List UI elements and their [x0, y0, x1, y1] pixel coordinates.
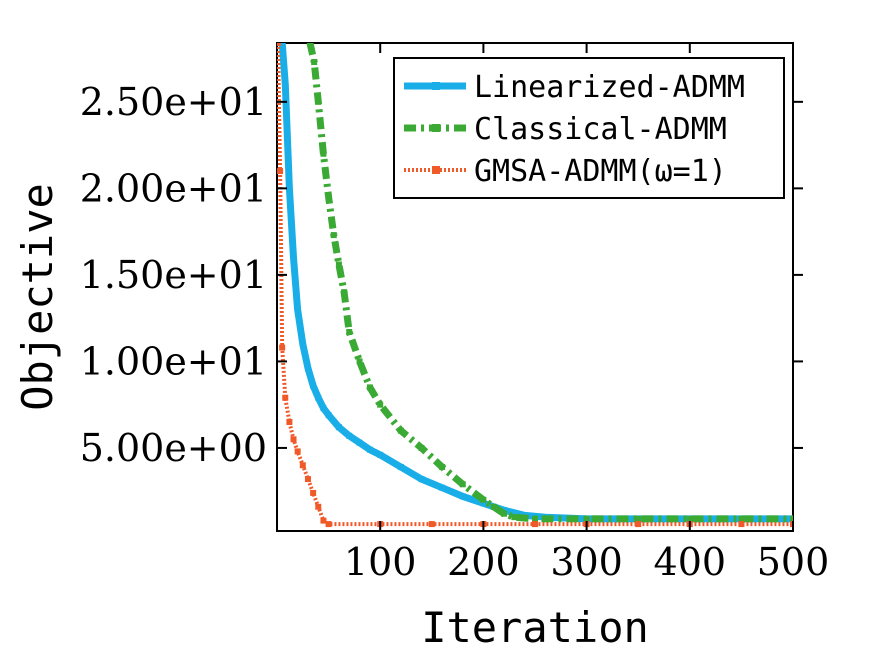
series-3-point — [282, 394, 289, 401]
series-1-point — [377, 451, 384, 458]
ticks-layer — [277, 43, 803, 531]
series-2-point — [330, 232, 337, 239]
series-1-point — [397, 463, 404, 470]
series-1-point — [356, 439, 363, 446]
legend: Linearized-ADMM Classical-ADMM GMSA-ADMM(ω… — [393, 57, 785, 199]
y-tick-label: 1.50e+01 — [80, 253, 267, 297]
series-2-point — [356, 358, 363, 365]
series-2-point — [335, 261, 342, 268]
series-3-point — [325, 521, 332, 528]
series-2-point — [377, 401, 384, 408]
plot-area — [276, 42, 803, 532]
series-2-point — [418, 444, 425, 451]
labels-layer: 100 200 300 400 500 5.00e+00 1.00e+01 1.50e+01 2… — [80, 80, 830, 584]
x-axis-title: Iteration — [421, 603, 649, 652]
series-2-point — [315, 98, 322, 105]
series-1-point — [480, 500, 487, 507]
legend-marker-2 — [432, 124, 440, 132]
series-3-point — [299, 462, 306, 469]
series-3-point — [738, 521, 745, 528]
series-2-point — [366, 384, 373, 391]
series-1-point — [335, 424, 342, 431]
series-1-point — [439, 484, 446, 491]
series-1-point — [366, 446, 373, 453]
series-1-point — [320, 405, 327, 412]
series-3-point — [279, 344, 286, 351]
y-tick-label: 2.00e+01 — [80, 166, 267, 210]
series-3-point — [320, 517, 327, 524]
series-3-point — [277, 43, 282, 46]
legend-marker-3 — [432, 166, 440, 174]
series-line-3 — [277, 43, 793, 527]
series-2-point — [325, 194, 332, 201]
series-3-point — [304, 476, 311, 483]
series-2-point — [511, 514, 518, 521]
series-2-point — [459, 481, 466, 488]
series-line-2 — [306, 43, 793, 523]
series-1-point — [418, 476, 425, 483]
legend-box — [393, 57, 785, 199]
series-3-point — [790, 521, 793, 528]
series-1-point — [315, 394, 322, 401]
y-axis-title: Objective — [13, 183, 62, 411]
series-1-point — [325, 412, 332, 419]
legend-label-2: Classical-ADMM — [474, 112, 727, 147]
series-2-point — [490, 503, 497, 510]
series-1-point — [459, 493, 466, 500]
y-tick-label: 1.00e+01 — [80, 339, 267, 383]
series-2-point — [635, 515, 642, 522]
series-2-point — [341, 289, 348, 296]
series-1-point — [279, 43, 286, 46]
series-2-point — [439, 463, 446, 470]
series-1-point — [294, 306, 301, 313]
series-2-point — [686, 515, 693, 522]
series-3-point — [635, 521, 642, 528]
series-3-point — [310, 489, 317, 496]
series-2-point — [738, 515, 745, 522]
x-tick-label: 500 — [757, 540, 830, 584]
y-tick-label: 5.00e+00 — [80, 426, 267, 470]
series-2-point — [583, 515, 590, 522]
series-1-point — [286, 185, 293, 192]
series-3-point — [428, 521, 435, 528]
series-1-point — [282, 81, 289, 88]
series-2-point — [532, 515, 538, 522]
series-2-point — [311, 59, 318, 66]
series-2-point — [307, 43, 314, 46]
series-2-point — [346, 328, 353, 335]
series-1-point — [346, 432, 353, 439]
series-3-point — [277, 168, 284, 175]
series-2-point — [790, 515, 793, 522]
x-tick-label: 100 — [344, 540, 417, 584]
legend-label-3: GMSA-ADMM(ω=1) — [474, 154, 727, 189]
series-2-point — [320, 150, 327, 157]
series-1-point — [304, 365, 311, 372]
series-1-point — [290, 254, 297, 261]
series-3-point — [286, 418, 293, 425]
series-3-point — [315, 503, 322, 510]
series-3-point — [294, 448, 301, 455]
x-tick-label: 400 — [654, 540, 727, 584]
series-2-point — [397, 427, 404, 434]
series-1-point — [299, 341, 306, 348]
legend-marker-1 — [432, 82, 440, 90]
plot-frame — [276, 42, 794, 532]
series-3-point — [290, 436, 297, 443]
x-tick-label: 200 — [447, 540, 520, 584]
legend-label-1: Linearized-ADMM — [474, 70, 745, 105]
x-tick-label: 300 — [550, 540, 623, 584]
series-2-point — [501, 510, 508, 517]
series-layer — [277, 43, 793, 528]
series-3-point — [532, 521, 538, 528]
series-2-point — [480, 496, 487, 503]
series-1-point — [310, 382, 317, 389]
y-tick-label: 2.50e+01 — [80, 80, 267, 124]
